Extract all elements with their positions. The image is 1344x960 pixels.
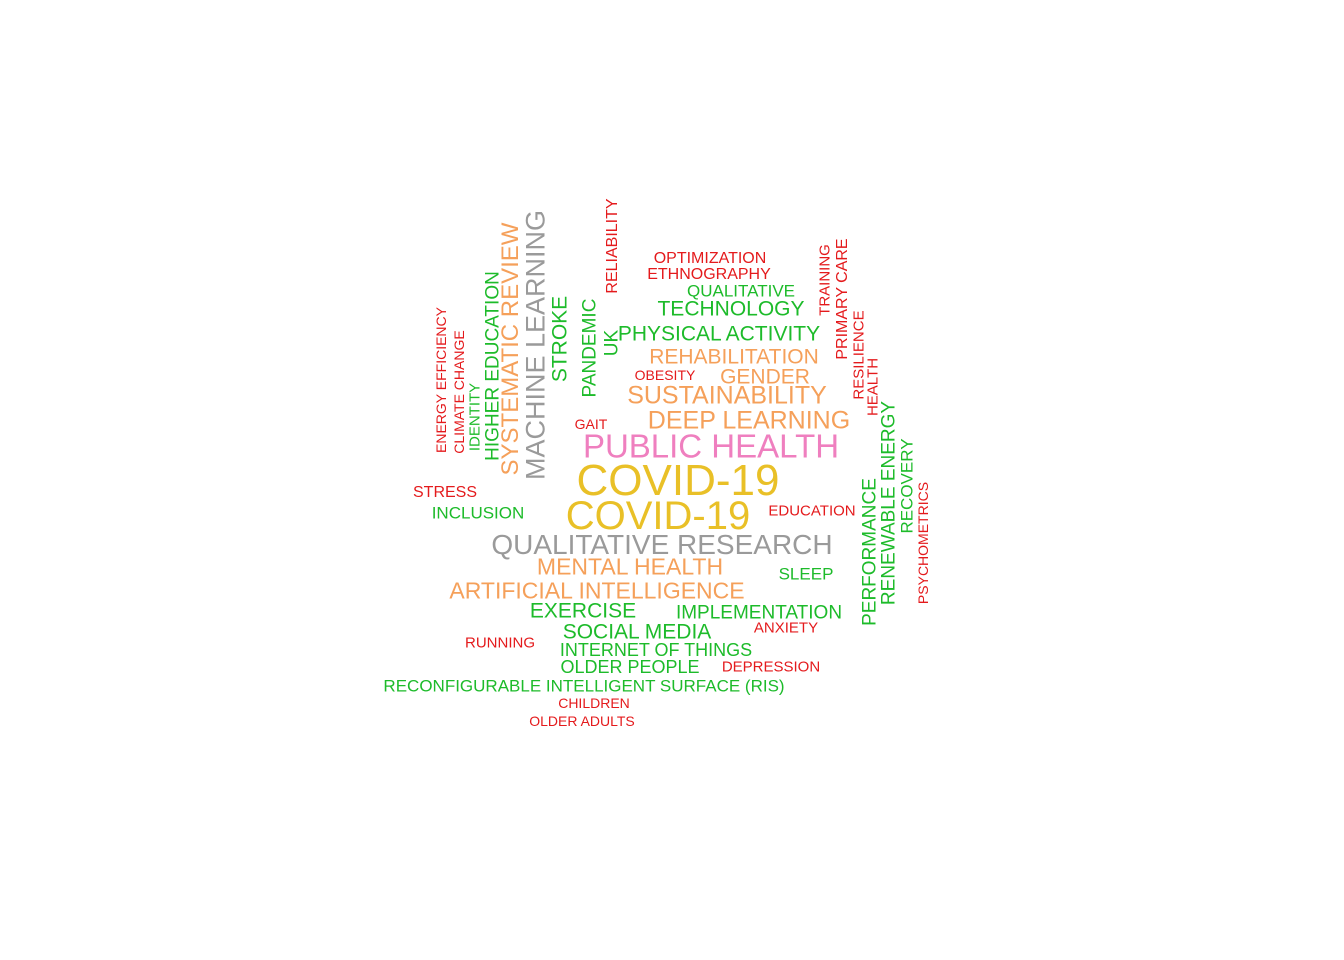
word-inclusion: INCLUSION — [431, 503, 525, 523]
word-recovery: RECOVERY — [897, 438, 917, 534]
word-sustainability: SUSTAINABILITY — [627, 381, 827, 410]
word-reconfigurable-intelligent-surface-ris: RECONFIGURABLE INTELLIGENT SURFACE (RIS) — [383, 676, 785, 696]
word-identity: IDENTITY — [466, 382, 484, 452]
word-children: CHILDREN — [558, 695, 630, 711]
word-higher-education: HIGHER EDUCATION — [482, 271, 504, 461]
word-artificial-intelligence: ARTIFICIAL INTELLIGENCE — [449, 577, 745, 604]
word-energy-efficiency: ENERGY EFFICIENCY — [433, 307, 449, 453]
word-gait: GAIT — [574, 416, 608, 432]
word-stress: STRESS — [412, 484, 478, 501]
word-ethnography: ETHNOGRAPHY — [647, 266, 771, 283]
word-machine-learning: MACHINE LEARNING — [520, 209, 551, 481]
word-exercise: EXERCISE — [529, 599, 637, 623]
word-anxiety: ANXIETY — [753, 619, 819, 637]
word-education: EDUCATION — [768, 502, 856, 520]
word-covid-19: COVID-19 — [576, 456, 780, 505]
word-depression: DEPRESSION — [721, 658, 821, 676]
word-primary-care: PRIMARY CARE — [834, 238, 851, 360]
word-obesity: OBESITY — [634, 367, 696, 383]
word-gender: GENDER — [720, 365, 810, 389]
word-older-people: OLDER PEOPLE — [560, 657, 700, 677]
word-older-adults: OLDER ADULTS — [529, 713, 635, 729]
word-sleep: SLEEP — [778, 564, 834, 584]
word-uk: UK — [601, 329, 623, 357]
word-qualitative: QUALITATIVE — [686, 281, 796, 301]
word-qualitative-research: QUALITATIVE RESEARCH — [491, 529, 833, 560]
word-performance: PERFORMANCE — [859, 478, 881, 626]
word-implementation: IMPLEMENTATION — [675, 602, 843, 624]
word-deep-learning: DEEP LEARNING — [647, 406, 851, 435]
word-reliability: RELIABILITY — [604, 198, 621, 294]
word-pandemic: PANDEMIC — [579, 298, 601, 398]
word-health: HEALTH — [864, 357, 882, 417]
word-training: TRAINING — [816, 244, 834, 316]
word-optimization: OPTIMIZATION — [653, 250, 767, 267]
word-physical-activity: PHYSICAL ACTIVITY — [617, 322, 821, 346]
word-mental-health: MENTAL HEALTH — [536, 553, 724, 580]
word-running: RUNNING — [465, 634, 535, 652]
word-psychometrics: PSYCHOMETRICS — [915, 481, 931, 605]
word-climate-change: CLIMATE CHANGE — [451, 330, 467, 454]
word-social-media: SOCIAL MEDIA — [562, 620, 712, 644]
word-rehabilitation: REHABILITATION — [649, 345, 819, 369]
word-internet-of-things: INTERNET OF THINGS — [559, 640, 753, 660]
word-stroke: STROKE — [548, 295, 572, 383]
word-covid-19: COVID-19 — [565, 494, 751, 538]
word-public-health: PUBLIC HEALTH — [582, 427, 840, 465]
word-renewable-energy: RENEWABLE ENERGY — [878, 400, 900, 606]
word-technology: TECHNOLOGY — [657, 297, 805, 321]
